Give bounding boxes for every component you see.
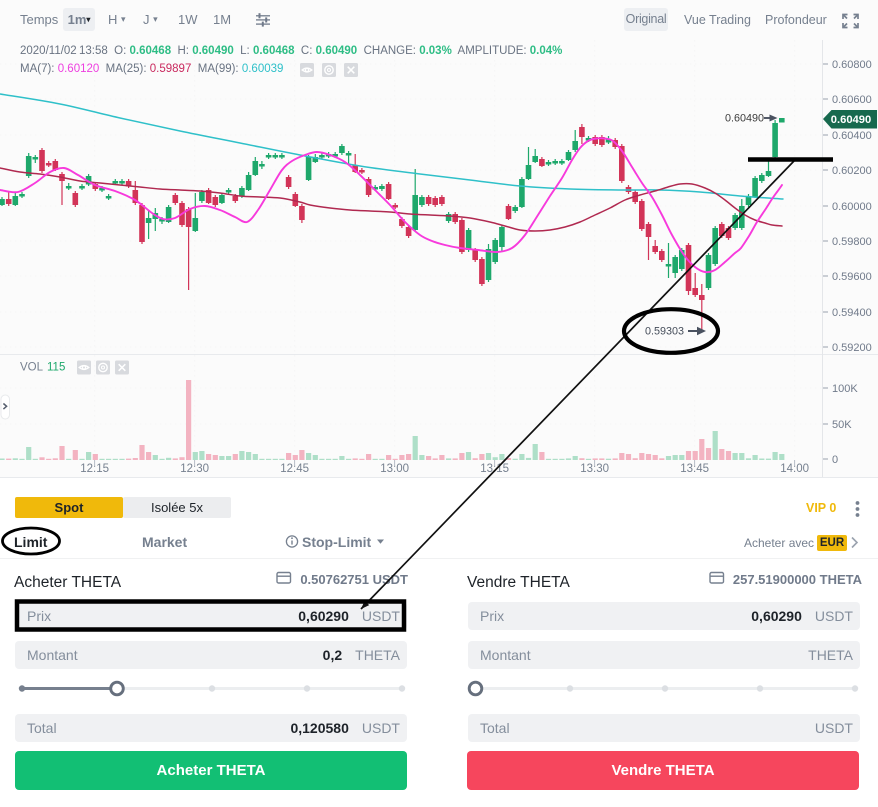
- svg-text:14:00: 14:00: [780, 463, 809, 475]
- svg-text:100K: 100K: [832, 383, 858, 395]
- svg-text:12:15: 12:15: [80, 463, 109, 475]
- svg-text:0.60800: 0.60800: [832, 59, 872, 71]
- svg-text:0.59800: 0.59800: [832, 236, 872, 248]
- svg-text:0.60200: 0.60200: [832, 165, 872, 177]
- svg-text:VOL: VOL: [20, 362, 44, 374]
- svg-text:13:30: 13:30: [580, 463, 609, 475]
- svg-text:0: 0: [832, 454, 838, 466]
- svg-text:115: 115: [47, 362, 65, 374]
- svg-text:13:45: 13:45: [680, 463, 709, 475]
- svg-text:0.59600: 0.59600: [832, 271, 872, 283]
- svg-text:0.60400: 0.60400: [832, 130, 872, 142]
- svg-text:0.59400: 0.59400: [832, 307, 872, 319]
- svg-text:13:00: 13:00: [380, 463, 409, 475]
- svg-text:0.59200: 0.59200: [832, 342, 872, 354]
- svg-text:0.60000: 0.60000: [832, 201, 872, 213]
- svg-text:12:45: 12:45: [280, 463, 309, 475]
- svg-text:0.60600: 0.60600: [832, 94, 872, 106]
- svg-text:50K: 50K: [832, 419, 852, 431]
- svg-text:13:15: 13:15: [480, 463, 509, 475]
- svg-text:12:30: 12:30: [180, 463, 209, 475]
- svg-text:0.60490: 0.60490: [831, 114, 871, 126]
